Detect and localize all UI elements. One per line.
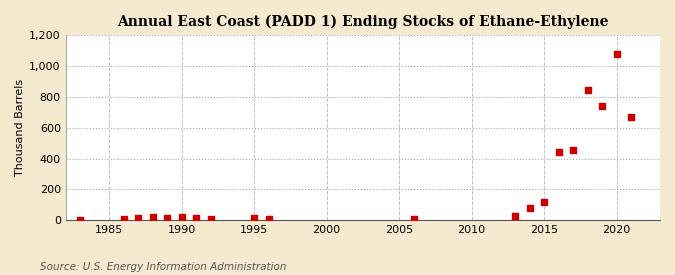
Point [75, 218, 86, 222]
Point [162, 215, 173, 220]
Point [248, 215, 259, 220]
Point [408, 217, 419, 221]
Point [597, 104, 608, 108]
Y-axis label: Thousand Barrels: Thousand Barrels [15, 79, 25, 176]
Point [553, 150, 564, 155]
Point [133, 215, 144, 220]
Point [510, 214, 520, 218]
Point [147, 215, 158, 219]
Point [582, 88, 593, 93]
Point [118, 217, 129, 221]
Point [176, 215, 187, 219]
Title: Annual East Coast (PADD 1) Ending Stocks of Ethane-Ethylene: Annual East Coast (PADD 1) Ending Stocks… [117, 15, 609, 29]
Point [568, 148, 578, 152]
Point [205, 217, 216, 221]
Point [611, 52, 622, 56]
Point [539, 200, 549, 204]
Point [626, 114, 637, 119]
Point [191, 215, 202, 220]
Point [524, 206, 535, 210]
Text: Source: U.S. Energy Information Administration: Source: U.S. Energy Information Administ… [40, 262, 287, 272]
Point [263, 216, 274, 221]
